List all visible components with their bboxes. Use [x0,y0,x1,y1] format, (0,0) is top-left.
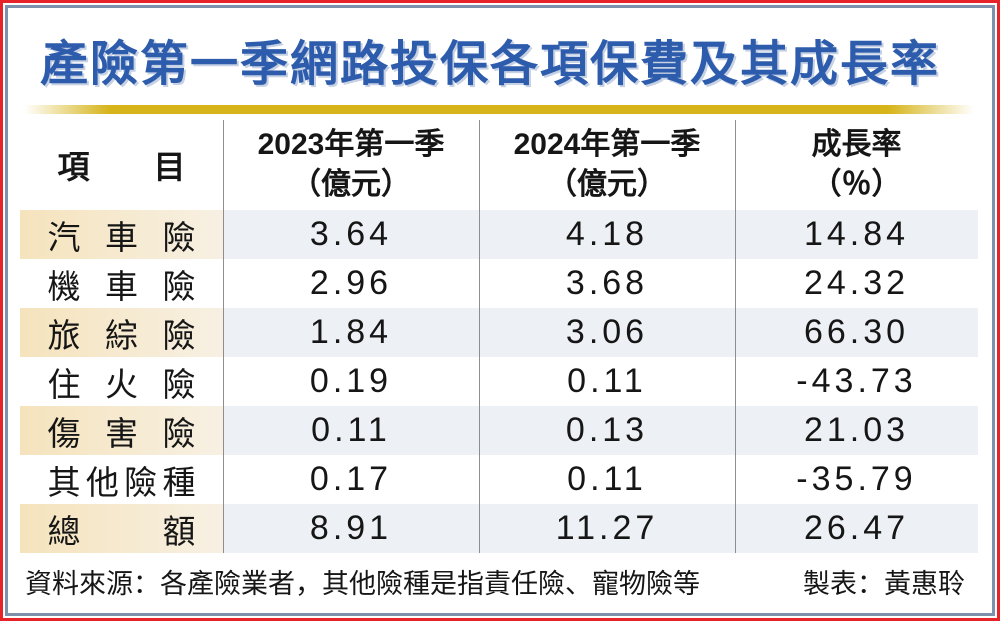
row-label: 傷害險 [47,414,196,452]
table-header-row: 項目 2023年第一季 （億元） 2024年第一季 （億元） 成長率 （％） [20,120,978,210]
table-row-accident-insurance: 傷害險 0.11 0.13 21.03 [20,406,978,455]
value-2024: 4.18 [479,210,735,259]
value-2023: 0.17 [309,460,393,498]
value-2023: 0.19 [309,362,393,400]
premium-table: 項目 2023年第一季 （億元） 2024年第一季 （億元） 成長率 （％） 汽… [20,120,978,553]
value-2023: 2.96 [309,264,393,302]
value-2024: 0.11 [567,362,647,400]
value-2024: 3.06 [479,308,735,357]
value-growth: 26.47 [735,504,978,553]
table-row-travel-insurance: 旅綜險 1.84 3.06 66.30 [20,308,978,357]
header-2023: 2023年第一季 （億元） [223,120,479,210]
header-2024-line2: （億元） [547,168,667,201]
table-row-total: 總額 8.91 11.27 26.47 [20,504,978,553]
value-growth: -43.73 [796,362,917,400]
value-2023: 0.11 [223,406,479,455]
value-2023: 1.84 [223,308,479,357]
row-label: 機車險 [47,267,196,305]
table-row-other-insurance: 其他險種 0.17 0.11 -35.79 [20,455,978,504]
value-growth: 21.03 [735,406,978,455]
row-label: 旅綜險 [47,316,196,354]
table-row-motorcycle-insurance: 機車險 2.96 3.68 24.32 [20,259,978,308]
header-2024: 2024年第一季 （億元） [479,120,735,210]
table-row-residential-fire-insurance: 住火險 0.19 0.11 -43.73 [20,357,978,406]
gold-divider-bar [24,105,974,114]
row-label: 其他險種 [47,463,196,501]
header-growth-line2: （％） [811,168,902,201]
header-2023-line2: （億元） [291,168,411,201]
header-growth: 成長率 （％） [735,120,978,210]
value-growth: 24.32 [803,264,910,302]
header-2023-line1: 2023年第一季 [257,127,445,161]
header-item-label: 項目 [57,149,186,185]
value-2024: 11.27 [479,504,735,553]
column-divider [479,120,480,553]
header-growth-line1: 成長率 [811,127,902,161]
value-growth: 14.84 [735,210,978,259]
row-label: 總額 [47,512,196,550]
value-2023: 8.91 [223,504,479,553]
row-label: 汽車險 [47,218,196,256]
source-note: 資料來源：各產險業者，其他險種是指責任險、寵物險等 [25,569,700,599]
row-label: 住火險 [47,365,196,403]
page-title: 產險第一季網路投保各項保費及其成長率 [40,38,941,91]
column-divider [223,120,224,553]
value-2024: 0.13 [479,406,735,455]
inner-frame: 產險第一季網路投保各項保費及其成長率 項目 2023年第一季 （億元） 2024… [5,5,995,616]
value-growth: -35.79 [796,460,917,498]
header-item: 項目 [20,120,223,210]
value-2024: 0.11 [567,460,647,498]
footer: 資料來源：各產險業者，其他險種是指責任險、寵物險等 製表：黃惠聆 [25,562,965,601]
value-2024: 3.68 [565,264,649,302]
header-2024-line1: 2024年第一季 [513,127,701,161]
column-divider [735,120,736,553]
value-2023: 3.64 [223,210,479,259]
table-row-auto-insurance: 汽車險 3.64 4.18 14.84 [20,210,978,259]
value-growth: 66.30 [735,308,978,357]
credit-note: 製表：黃惠聆 [803,569,965,599]
